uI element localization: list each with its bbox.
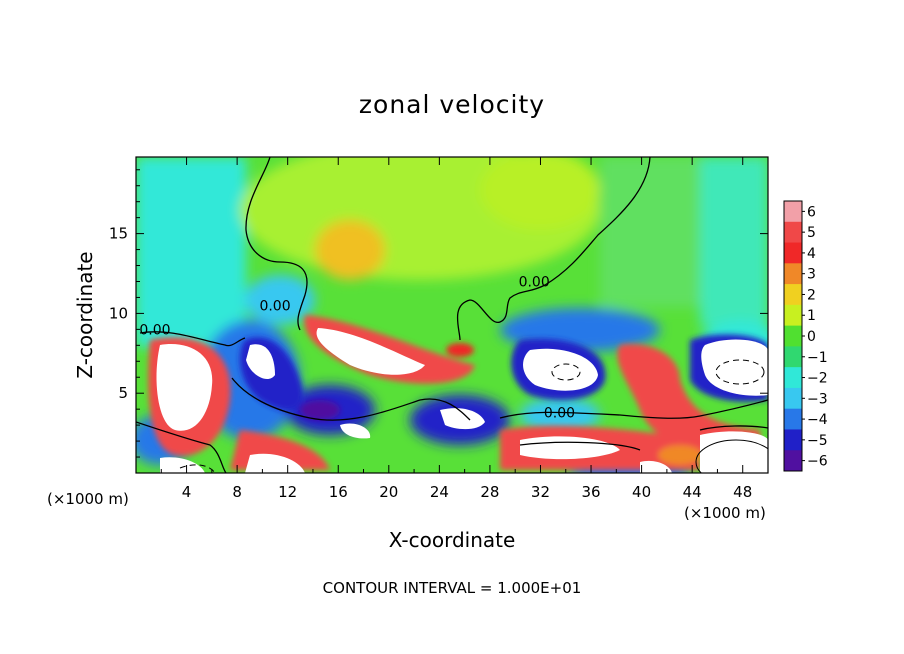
- colorbar-swatch: [784, 304, 802, 327]
- x-unit-right: (×1000 m): [684, 504, 766, 522]
- colorbar-swatch: [784, 346, 802, 368]
- footer-note: CONTOUR INTERVAL = 1.000E+01: [323, 579, 582, 597]
- colorbar-swatch: [784, 284, 802, 306]
- colorbar-swatch: [784, 325, 802, 347]
- colorbar-tick-label: −5: [807, 433, 828, 449]
- x-tick-label: 36: [581, 483, 600, 501]
- heatmap-field: [136, 157, 768, 473]
- colorbar-tick-label: −2: [807, 371, 828, 387]
- contour-label: 0.00: [519, 274, 550, 290]
- colorbar-swatch: [784, 408, 802, 430]
- colorbar-tick-label: 6: [807, 204, 816, 220]
- y-axis-label: Z-coordinate: [73, 251, 97, 378]
- y-tick-label: 10: [109, 304, 128, 322]
- x-tick-label: 32: [531, 483, 550, 501]
- colorbar-tick-label: −3: [807, 391, 828, 407]
- x-tick-label: 12: [278, 483, 297, 501]
- colorbar-swatch: [784, 221, 802, 244]
- colorbar-tick-label: 4: [807, 246, 816, 262]
- colorbar-tick-label: −4: [807, 412, 828, 428]
- colorbar-swatch: [784, 429, 802, 451]
- contour-label: 0.00: [139, 322, 170, 338]
- colorbar-swatch: [784, 201, 802, 223]
- x-tick-label: 4: [182, 483, 192, 501]
- x-tick-label: 40: [632, 483, 651, 501]
- colorbar-tick-label: −6: [807, 454, 828, 470]
- x-unit-left: (×1000 m): [47, 490, 129, 508]
- x-tick-label: 24: [430, 483, 449, 501]
- plot-frame: [135, 156, 769, 474]
- colorbar-tick-label: −1: [807, 350, 828, 366]
- x-axis: 4 8 12 16 20 24 28 32 36 40 44 48: [160, 157, 752, 501]
- x-axis-label: X-coordinate: [389, 528, 516, 552]
- colorbar-swatch: [784, 387, 802, 410]
- x-tick-label: 28: [480, 483, 499, 501]
- x-tick-label: 44: [683, 483, 702, 501]
- chart-title: zonal velocity: [359, 90, 545, 119]
- colorbar-swatch: [784, 242, 802, 264]
- y-tick-label: 5: [118, 384, 128, 402]
- colorbar-tick-label: 3: [807, 267, 816, 283]
- x-tick-label: 20: [379, 483, 398, 501]
- x-tick-label: 16: [329, 483, 348, 501]
- y-tick-label: 15: [109, 225, 128, 243]
- contour-labels: 0.00 0.00 0.00 0.00: [139, 274, 575, 421]
- colorbar: 6 5 4 3 2 1 0 −1 −2 −3 −4 −5 −6: [783, 200, 828, 472]
- colorbar-swatch: [784, 367, 802, 389]
- x-tick-label: 8: [232, 483, 242, 501]
- colorbar-tick-label: 1: [807, 308, 816, 324]
- colorbar-tick-label: 2: [807, 287, 816, 303]
- colorbar-tick-label: 0: [807, 329, 816, 345]
- x-tick-label: 48: [733, 483, 752, 501]
- contour-label: 0.00: [259, 298, 290, 314]
- colorbar-tick-label: 5: [807, 225, 816, 241]
- colorbar-swatch: [784, 263, 802, 285]
- colorbar-swatch: [784, 450, 802, 472]
- y-axis: 5 10 15: [109, 169, 768, 458]
- contour-label: 0.00: [544, 405, 575, 421]
